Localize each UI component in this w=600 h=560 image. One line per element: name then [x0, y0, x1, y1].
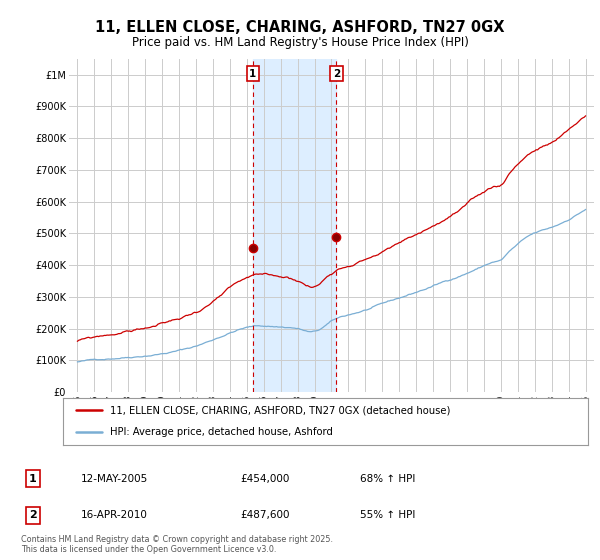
- Text: £487,600: £487,600: [240, 510, 290, 520]
- Bar: [253, 59, 337, 392]
- Text: 2: 2: [333, 69, 340, 79]
- Text: 11, ELLEN CLOSE, CHARING, ASHFORD, TN27 0GX: 11, ELLEN CLOSE, CHARING, ASHFORD, TN27 …: [95, 20, 505, 35]
- Text: 11, ELLEN CLOSE, CHARING, ASHFORD, TN27 0GX (detached house): 11, ELLEN CLOSE, CHARING, ASHFORD, TN27 …: [110, 405, 451, 416]
- Text: HPI: Average price, detached house, Ashford: HPI: Average price, detached house, Ashf…: [110, 427, 333, 437]
- Text: 12-MAY-2005: 12-MAY-2005: [81, 474, 148, 484]
- Text: 1: 1: [249, 69, 257, 79]
- Text: 55% ↑ HPI: 55% ↑ HPI: [360, 510, 415, 520]
- Text: 16-APR-2010: 16-APR-2010: [81, 510, 148, 520]
- Text: 1: 1: [29, 474, 37, 484]
- Text: 2: 2: [29, 510, 37, 520]
- Text: £454,000: £454,000: [240, 474, 289, 484]
- Text: Price paid vs. HM Land Registry's House Price Index (HPI): Price paid vs. HM Land Registry's House …: [131, 36, 469, 49]
- Text: Contains HM Land Registry data © Crown copyright and database right 2025.
This d: Contains HM Land Registry data © Crown c…: [21, 535, 333, 554]
- Text: 68% ↑ HPI: 68% ↑ HPI: [360, 474, 415, 484]
